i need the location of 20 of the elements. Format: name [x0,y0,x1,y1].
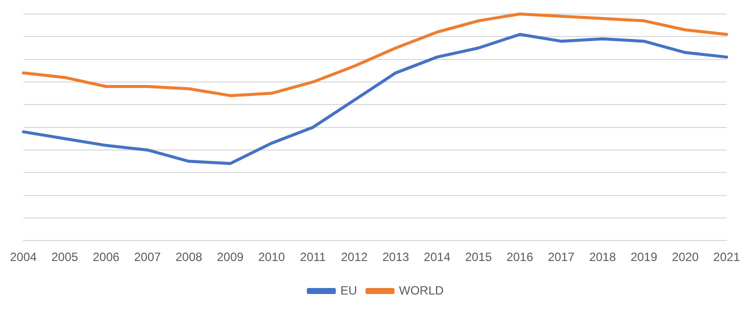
x-tick-label: 2016 [506,250,534,264]
x-tick-label: 2017 [548,250,575,264]
x-tick-label: 2006 [92,250,120,264]
x-tick-label: 2013 [382,250,410,264]
x-tick-label: 2021 [713,250,740,264]
x-tick-label: 2009 [216,250,244,264]
legend-label: EU [340,283,358,298]
x-tick-label: 2008 [175,250,202,264]
x-tick-label: 2020 [672,250,699,264]
x-tick-label: 2014 [424,250,451,264]
x-tick-label: 2004 [10,250,38,264]
legend-label: WORLD [399,283,444,298]
x-tick-label: 2007 [134,250,162,264]
x-tick-label: 2018 [589,250,616,264]
x-tick-label: 2012 [340,250,368,264]
x-tick-label: 2005 [51,250,78,264]
x-tick-label: 2011 [300,250,326,264]
x-tick-label: 2015 [465,250,492,264]
x-tick-label: 2019 [630,250,658,264]
x-tick-label: 2010 [258,250,286,264]
